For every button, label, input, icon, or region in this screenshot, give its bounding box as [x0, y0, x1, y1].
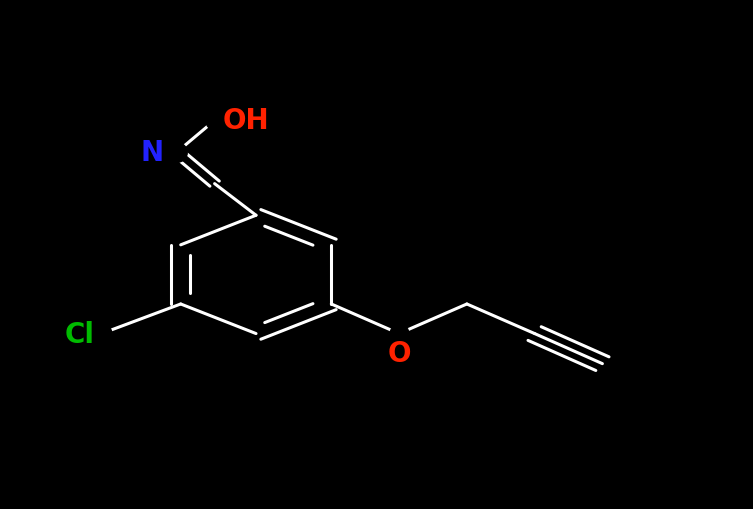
Text: N: N	[140, 139, 163, 166]
Text: OH: OH	[222, 107, 269, 135]
Text: O: O	[387, 339, 411, 367]
Text: Cl: Cl	[64, 320, 94, 348]
